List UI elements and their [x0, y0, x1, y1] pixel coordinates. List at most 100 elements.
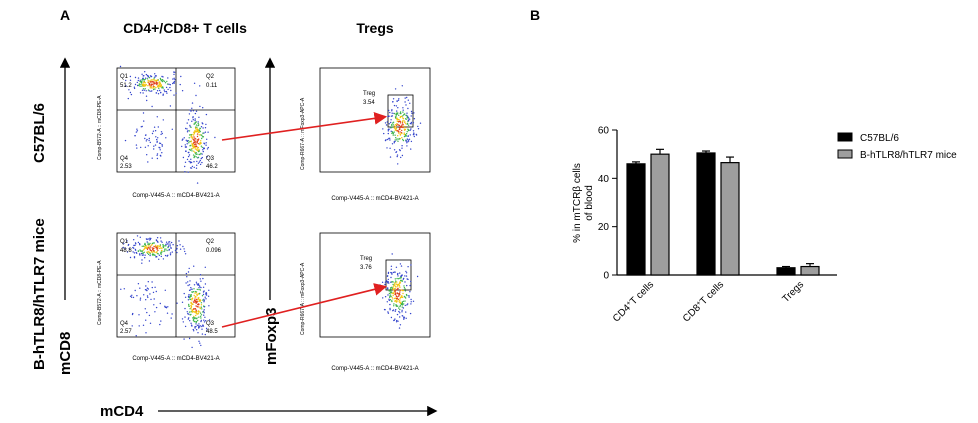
event-dot	[143, 78, 145, 81]
event-dot	[402, 126, 404, 129]
event-dot	[405, 133, 408, 135]
bar-c57-2	[776, 267, 796, 276]
event-dot	[148, 82, 150, 85]
event-dot	[406, 131, 408, 133]
event-dot	[404, 97, 406, 99]
event-dot	[161, 87, 163, 89]
event-dot	[157, 241, 159, 243]
event-dot	[383, 132, 385, 135]
event-dot	[156, 237, 159, 239]
event-dot	[412, 130, 415, 132]
event-dot	[187, 171, 189, 173]
event-dot	[155, 244, 157, 247]
event-dot	[193, 161, 195, 163]
event-dot	[142, 92, 144, 94]
event-dot	[413, 132, 415, 134]
event-dot	[388, 299, 390, 302]
event-dot	[202, 277, 204, 280]
dotplot-ylabel: Comp-B572-A :: mCD8-PE-A	[97, 260, 103, 325]
event-dot	[389, 139, 391, 141]
event-dot	[395, 151, 397, 154]
event-dot	[194, 146, 196, 148]
event-dot	[182, 156, 185, 159]
event-dot	[185, 282, 187, 284]
dotplot-xlabel: Comp-V445-A :: mCD4-BV421-A	[132, 356, 219, 362]
event-dot	[191, 291, 193, 293]
event-dot	[190, 136, 192, 138]
bar-humanized-0	[650, 153, 670, 276]
event-dot	[399, 128, 401, 130]
event-dot	[141, 259, 143, 261]
event-dot	[147, 281, 149, 283]
event-dot	[147, 85, 149, 87]
event-dot	[205, 113, 208, 116]
event-dot	[164, 254, 167, 257]
event-dot	[198, 340, 200, 342]
event-dot	[202, 107, 204, 109]
event-dot	[134, 76, 137, 79]
event-dot	[142, 252, 144, 254]
event-dot	[397, 112, 399, 114]
event-dot	[391, 115, 394, 117]
event-dot	[124, 139, 127, 142]
dot-cloud	[120, 235, 211, 349]
event-dot	[136, 130, 139, 132]
event-dot	[168, 241, 171, 243]
event-dot	[388, 109, 390, 112]
event-dot	[147, 145, 149, 147]
event-dot	[137, 250, 140, 252]
event-dot	[198, 134, 200, 136]
event-dot	[406, 304, 408, 306]
event-dot	[154, 130, 157, 132]
event-dot	[190, 304, 192, 307]
x-tick-label: CD4+T cells	[611, 279, 656, 324]
quadrant-q3-label: Q3	[206, 156, 215, 162]
event-dot	[153, 298, 155, 300]
event-dot	[139, 236, 141, 238]
event-dot	[173, 94, 175, 96]
event-dot	[142, 245, 145, 247]
event-dot	[397, 107, 399, 109]
treg-gate-label: Treg	[360, 256, 372, 262]
event-dot	[183, 248, 185, 250]
event-dot	[200, 317, 202, 319]
event-dot	[199, 285, 201, 287]
event-dot	[395, 115, 397, 117]
event-dot	[391, 112, 393, 114]
event-dot	[172, 244, 174, 246]
event-dot	[149, 75, 152, 77]
event-dot	[419, 122, 422, 124]
event-dot	[132, 296, 135, 299]
event-dot	[392, 294, 394, 297]
event-dot	[400, 295, 403, 297]
event-dot	[195, 329, 198, 331]
event-dot	[203, 305, 205, 307]
event-dot	[161, 249, 163, 252]
event-dot	[397, 298, 399, 301]
event-dot	[146, 251, 148, 253]
event-dot	[399, 138, 401, 140]
event-dot	[205, 142, 207, 144]
dot-cloud	[379, 253, 419, 329]
event-dot	[176, 251, 178, 254]
event-dot	[192, 119, 194, 121]
event-dot	[406, 122, 409, 125]
event-dot	[395, 283, 398, 285]
event-dot	[187, 271, 190, 273]
event-dot	[127, 97, 129, 100]
event-dot	[145, 238, 148, 240]
event-dot	[194, 112, 197, 115]
quadrant-q3-label: Q3	[206, 321, 215, 327]
event-dot	[392, 101, 394, 103]
event-dot	[398, 278, 400, 280]
event-dot	[410, 303, 412, 305]
event-dot	[194, 327, 196, 329]
event-dot	[199, 278, 201, 280]
event-dot	[193, 156, 195, 159]
event-dot	[165, 137, 167, 139]
event-dot	[137, 77, 140, 79]
event-dot	[193, 123, 196, 125]
event-dot	[141, 254, 144, 256]
treg-gate-value: 3.76	[360, 265, 372, 271]
red-arrow-row2	[221, 283, 388, 328]
